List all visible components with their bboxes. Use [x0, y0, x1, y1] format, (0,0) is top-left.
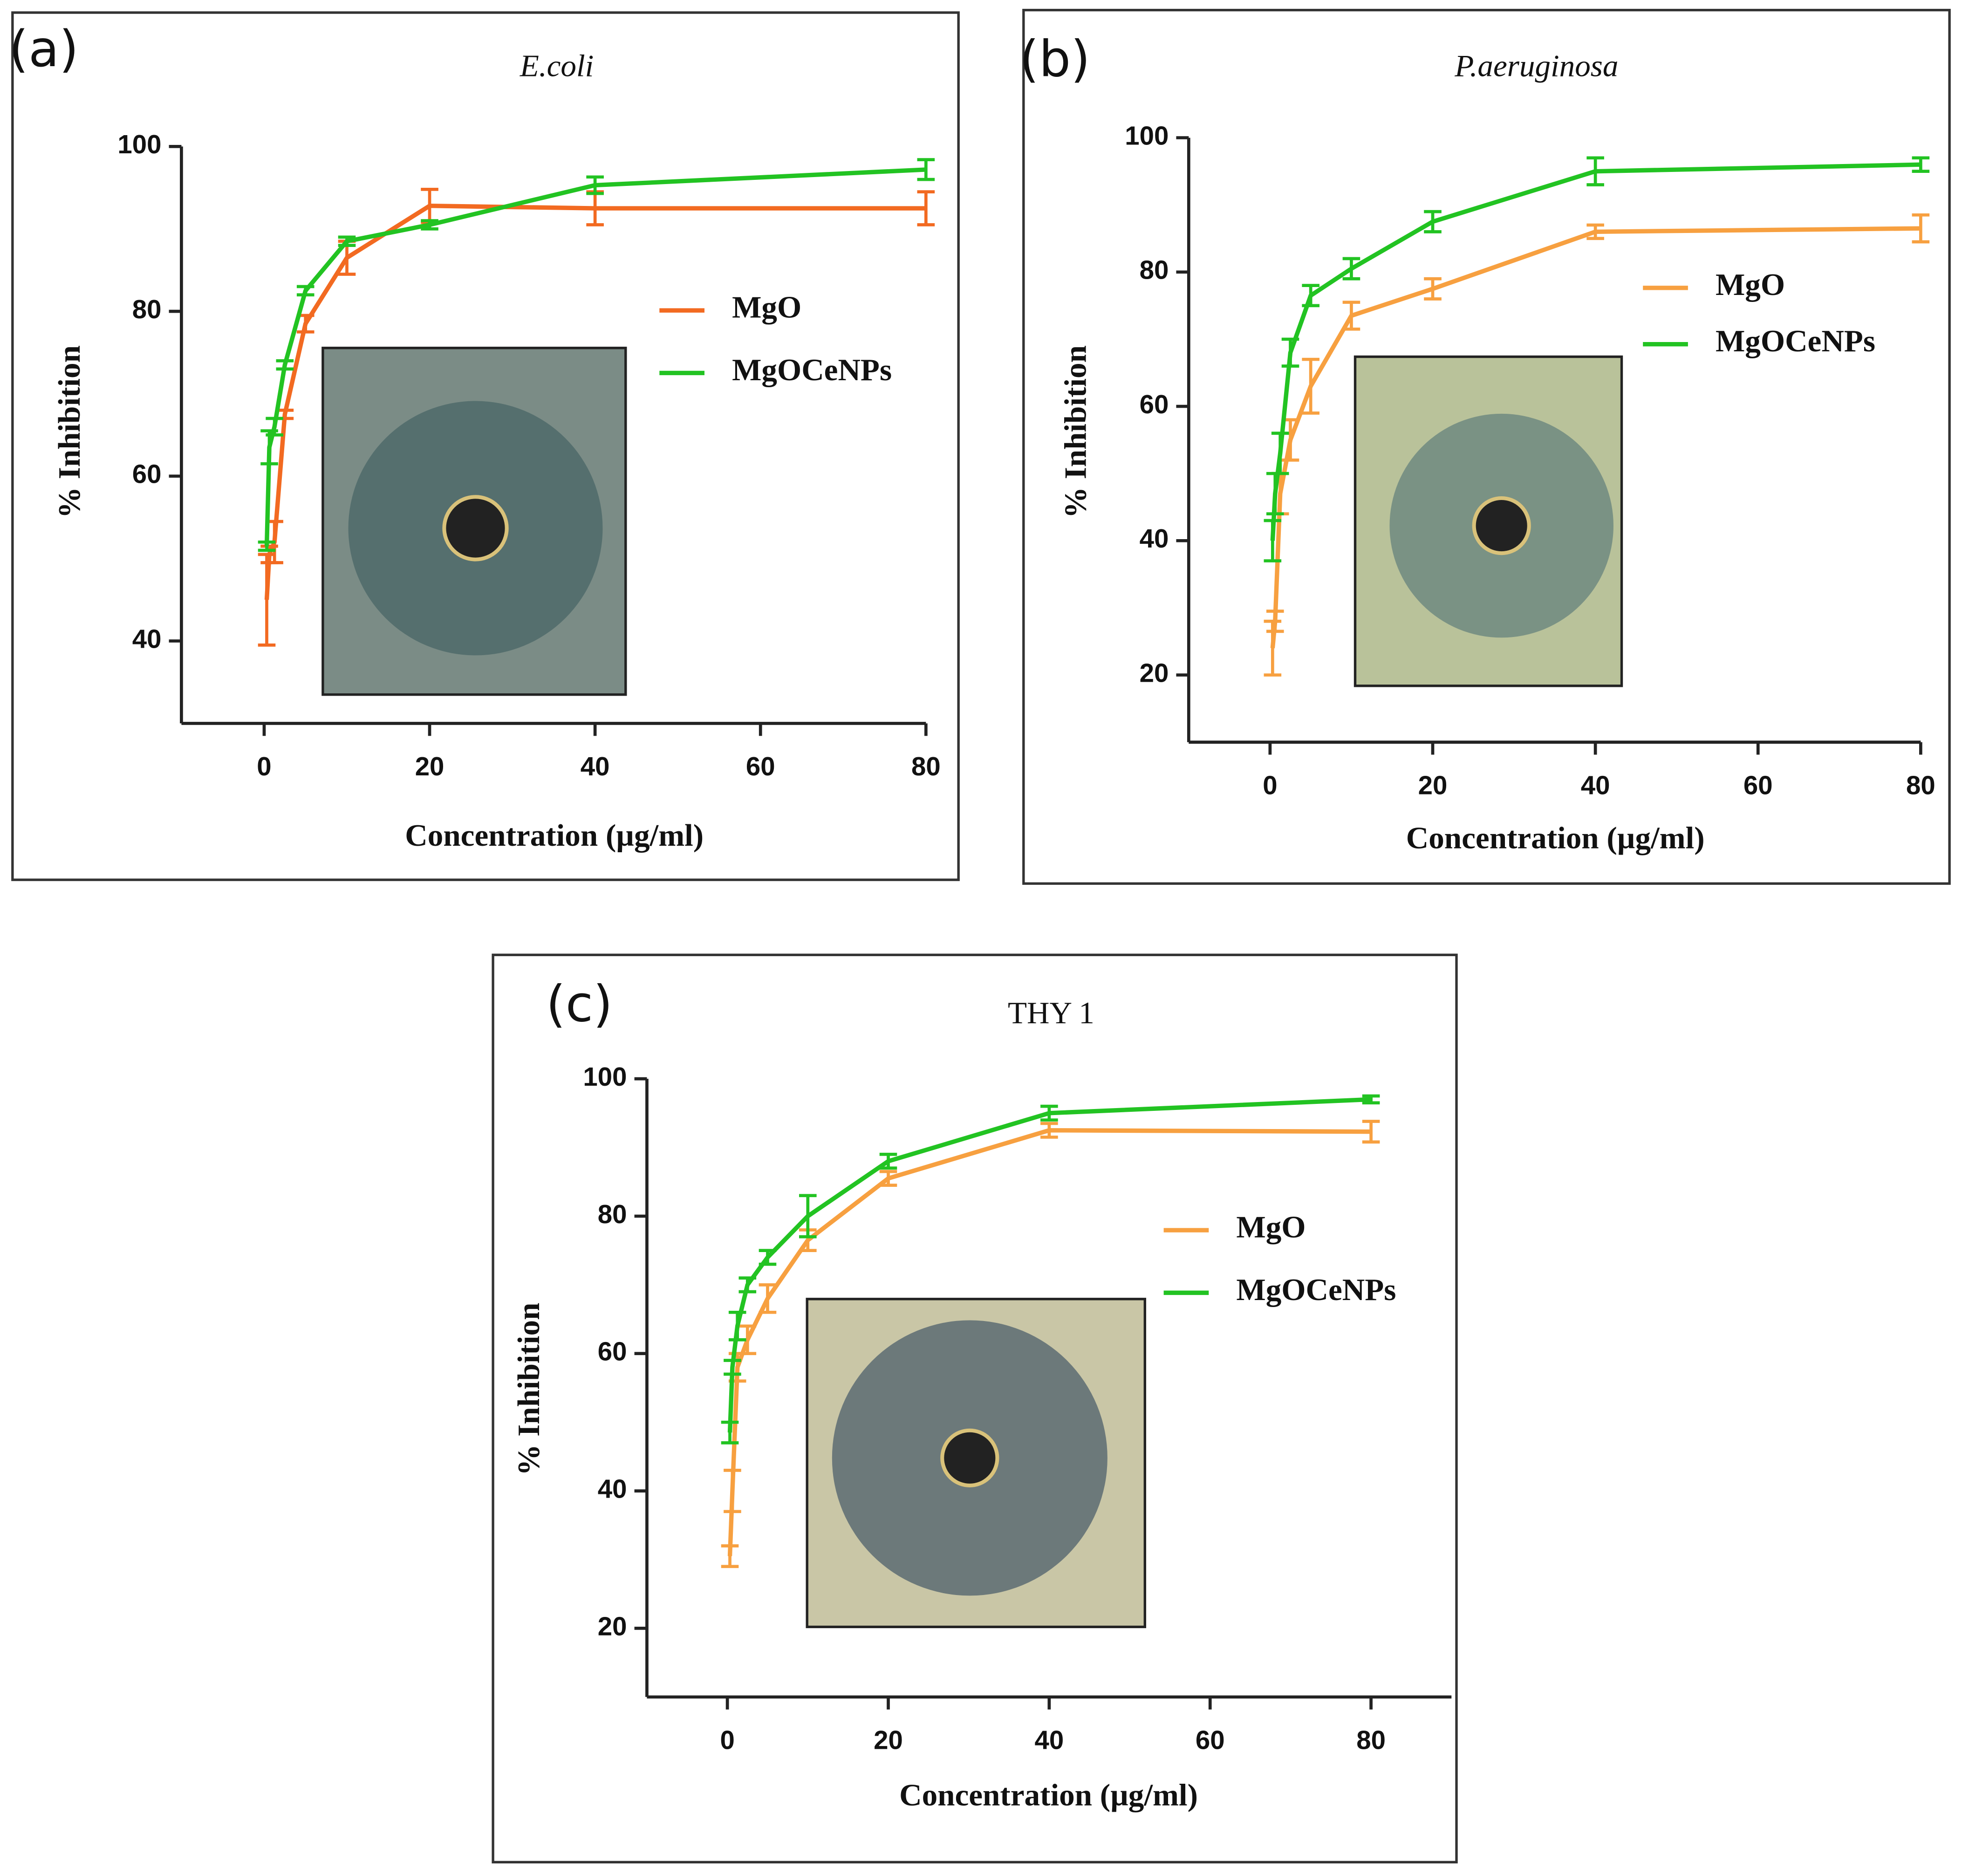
y-tick-label: 40	[132, 624, 162, 653]
error-bar	[1912, 213, 1930, 244]
error-bar	[258, 553, 276, 647]
error-bar	[759, 1249, 777, 1266]
error-bar	[724, 1359, 741, 1376]
chart-title: E.coli	[520, 48, 594, 83]
y-tick-label: 80	[598, 1199, 627, 1229]
chart-title: THY 1	[1008, 995, 1094, 1030]
panel: (c) THY 1 20 40 60 80 100 0 20 40 60 80 Concentratio…	[492, 953, 1458, 1863]
x-tick-label: 0	[257, 752, 271, 781]
x-tick-label: 40	[581, 752, 610, 781]
x-tick-label: 60	[1196, 1725, 1225, 1754]
x-axis-label: Concentration (µg/ml)	[1406, 820, 1705, 855]
error-bar	[738, 1324, 757, 1356]
well	[442, 495, 509, 561]
error-bar	[721, 1544, 739, 1568]
panel-label: (c)	[546, 975, 613, 1033]
y-axis-label: % Inhibition	[52, 345, 87, 518]
y-tick-label: 60	[1140, 390, 1169, 419]
error-bar	[1302, 284, 1319, 308]
error-bar	[1362, 1094, 1380, 1105]
error-bar	[266, 417, 283, 437]
y-tick-label: 100	[117, 130, 161, 159]
error-bar	[296, 285, 314, 297]
error-bar	[1342, 301, 1360, 331]
error-bar	[1040, 1104, 1058, 1122]
error-bar	[1586, 223, 1604, 240]
x-tick-label: 20	[1418, 770, 1448, 800]
x-tick-label: 60	[746, 752, 775, 781]
y-axis-label: % Inhibition	[1058, 345, 1093, 518]
error-bar	[1040, 1122, 1058, 1139]
error-bar	[738, 1276, 757, 1294]
panel-frame	[11, 11, 960, 881]
error-bar	[879, 1152, 897, 1170]
panel: (b) P.aeruginosa 20 40 60 80 100 0 20 40 60 80 Conce…	[1019, 8, 1951, 885]
error-bar	[276, 359, 294, 371]
error-bar	[879, 1170, 897, 1187]
error-bar	[721, 1420, 739, 1445]
x-tick-label: 20	[874, 1725, 903, 1754]
y-tick-label: 80	[1140, 255, 1169, 285]
error-bar	[1342, 257, 1360, 281]
y-tick-label: 80	[132, 294, 162, 324]
error-bar	[1266, 609, 1284, 633]
panel-label: (a)	[9, 20, 79, 78]
well	[1472, 496, 1531, 555]
y-tick-label: 60	[132, 459, 162, 489]
error-bar	[1586, 156, 1604, 186]
legend-label: MgOCeNPs	[1716, 323, 1875, 358]
error-bar	[1302, 357, 1319, 415]
x-axis-label: Concentration (µg/ml)	[405, 818, 704, 853]
x-tick-label: 80	[911, 752, 941, 781]
legend-label: MgO	[1236, 1209, 1306, 1244]
error-bar	[759, 1283, 777, 1314]
chart-title: P.aeruginosa	[1454, 48, 1618, 83]
error-bar	[917, 158, 935, 181]
y-tick-label: 100	[583, 1062, 627, 1091]
y-tick-label: 20	[598, 1611, 627, 1641]
error-bar	[1424, 277, 1442, 301]
error-bar	[1281, 337, 1299, 368]
panel-frame	[1022, 8, 1951, 885]
panel-label: (b)	[1019, 30, 1090, 89]
panel: (a) E.coli 40 60 80 100 0 20 40 60 80 Concentration…	[9, 11, 960, 881]
error-bar	[724, 1469, 741, 1513]
x-tick-label: 40	[1581, 770, 1610, 800]
error-bar	[1271, 431, 1289, 475]
y-axis-label: % Inhibition	[511, 1303, 546, 1476]
x-tick-label: 80	[1906, 770, 1935, 800]
error-bar	[1264, 519, 1282, 562]
error-bar	[728, 1310, 746, 1342]
error-bar	[917, 190, 935, 226]
x-axis-label: Concentration (µg/ml)	[899, 1778, 1198, 1813]
y-tick-label: 40	[1140, 524, 1169, 553]
y-tick-label: 60	[598, 1337, 627, 1366]
y-tick-label: 20	[1140, 658, 1169, 687]
error-bar	[1912, 156, 1930, 173]
x-tick-label: 20	[415, 752, 444, 781]
x-tick-label: 60	[1743, 770, 1773, 800]
error-bar	[258, 540, 276, 552]
legend-label: MgO	[1716, 267, 1785, 302]
legend-label: MgOCeNPs	[1236, 1272, 1396, 1307]
x-tick-label: 40	[1035, 1725, 1064, 1754]
panel-frame	[492, 953, 1458, 1863]
error-bar	[421, 219, 438, 231]
error-bar	[338, 235, 356, 247]
legend-label: MgOCeNPs	[732, 352, 892, 387]
x-tick-label: 0	[720, 1725, 734, 1754]
legend-label: MgO	[732, 290, 801, 325]
error-bar	[799, 1194, 817, 1239]
error-bar	[1362, 1120, 1380, 1144]
x-tick-label: 0	[1263, 770, 1277, 800]
error-bar	[586, 175, 604, 195]
x-tick-label: 80	[1356, 1725, 1386, 1754]
y-tick-label: 40	[598, 1474, 627, 1503]
error-bar	[1424, 210, 1442, 233]
well	[940, 1428, 999, 1487]
y-tick-label: 100	[1125, 121, 1169, 150]
